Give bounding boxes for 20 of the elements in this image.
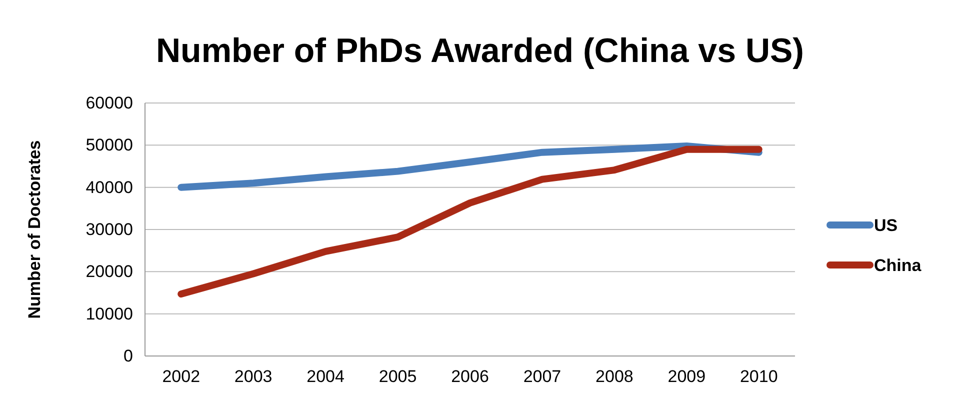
y-tick-label: 0 bbox=[124, 346, 133, 366]
y-tick-label: 40000 bbox=[86, 178, 133, 197]
y-axis-title: Number of Doctorates bbox=[25, 140, 44, 319]
legend-label: China bbox=[874, 256, 922, 275]
y-tick-label: 10000 bbox=[86, 304, 133, 324]
x-tick-label: 2004 bbox=[306, 367, 344, 386]
x-tick-label: 2008 bbox=[596, 367, 634, 386]
x-tick-label: 2009 bbox=[668, 367, 706, 386]
chart-title: Number of PhDs Awarded (China vs US) bbox=[156, 32, 804, 70]
y-tick-label: 20000 bbox=[86, 262, 133, 282]
x-tick-label: 2005 bbox=[378, 367, 417, 386]
x-tick-label: 2002 bbox=[162, 367, 200, 386]
x-tick-label: 2006 bbox=[451, 367, 489, 386]
legend-label: US bbox=[874, 216, 898, 235]
x-tick-label: 2010 bbox=[740, 367, 778, 386]
y-tick-label: 60000 bbox=[86, 93, 133, 112]
y-tick-label: 50000 bbox=[86, 136, 133, 155]
x-tick-label: 2007 bbox=[523, 367, 562, 386]
x-tick-label: 2003 bbox=[234, 367, 272, 386]
y-tick-label: 30000 bbox=[86, 220, 133, 239]
